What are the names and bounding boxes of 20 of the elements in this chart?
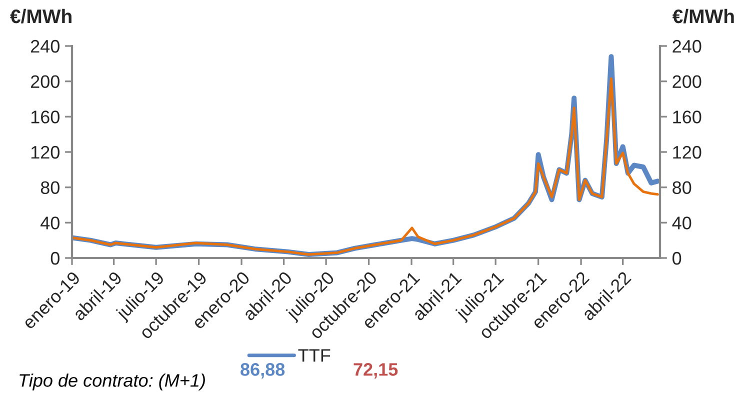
y-tick-label: 0 bbox=[50, 252, 60, 265]
y2-tick-label: 160 bbox=[673, 110, 702, 124]
y-tick-label: 200 bbox=[30, 75, 60, 88]
text: 72,15 bbox=[354, 363, 398, 378]
text: Tipo de contrato: (M+1) bbox=[20, 374, 205, 390]
y-tick-label: 160 bbox=[31, 110, 60, 124]
y-tick-label: 120 bbox=[31, 146, 60, 159]
y-axis-title: €/MWh bbox=[10, 8, 72, 24]
y-tick-label: 240 bbox=[30, 40, 60, 53]
y2-tick-label: 240 bbox=[672, 40, 702, 53]
y2-axis-title: €/MWh bbox=[672, 8, 734, 24]
y2-tick-label: 200 bbox=[672, 75, 702, 88]
y2-tick-label: 0 bbox=[672, 252, 682, 265]
text: 86,88 bbox=[240, 363, 285, 378]
y-tick-label: 80 bbox=[40, 181, 60, 194]
y2-tick-label: 80 bbox=[672, 181, 692, 194]
y2-tick-label: 120 bbox=[673, 146, 702, 159]
legend-label: TTF bbox=[298, 349, 330, 362]
y-tick-label: 40 bbox=[40, 216, 60, 230]
y2-tick-label: 40 bbox=[672, 216, 692, 230]
